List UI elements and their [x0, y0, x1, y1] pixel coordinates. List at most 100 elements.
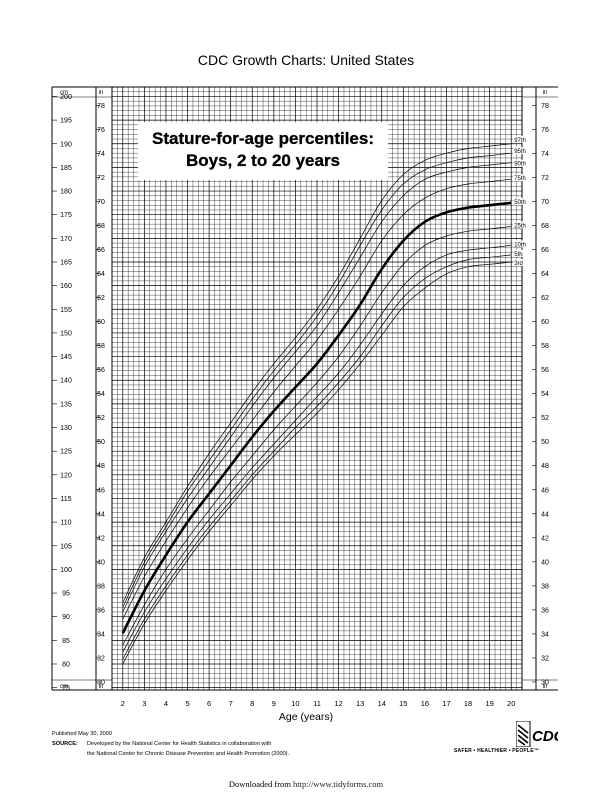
series-label-bg [513, 249, 532, 257]
series-label-3rd: 3rd [514, 261, 523, 267]
x-tick-label: 17 [442, 699, 450, 708]
cm-tick-label: 155 [60, 307, 72, 314]
download-prefix: Downloaded from [228, 779, 291, 789]
in-tick-label-left: 36 [97, 607, 105, 614]
in-tick-label-right: 50 [541, 439, 549, 446]
x-tick-label: 2 [121, 699, 125, 708]
in-tick-label-right: 64 [541, 271, 549, 278]
in-tick-label-left: 68 [97, 223, 105, 230]
in-tick-label-left: 30 [97, 679, 105, 686]
in-tick-label-right: 58 [541, 343, 549, 350]
in-tick-label-left: 52 [97, 415, 105, 422]
series-label-bg [513, 135, 532, 143]
x-tick-label: 12 [334, 699, 342, 708]
x-tick-label: 5 [185, 699, 189, 708]
in-tick-label-left: 64 [97, 271, 105, 278]
in-tick-label-left: 34 [97, 631, 105, 638]
series-label-bg [513, 159, 532, 167]
download-note: Downloaded from http://www.tidyforms.com [0, 779, 612, 789]
in-tick-label-left: 78 [97, 103, 105, 110]
source-line-1: Developed by the National Center for Hea… [87, 741, 272, 747]
cm-tick-label: 150 [60, 330, 72, 337]
series-line-97th [122, 143, 512, 603]
in-tick-label-right: 68 [541, 223, 549, 230]
cm-tick-label: 160 [60, 283, 72, 290]
svg-text:CDC: CDC [532, 728, 558, 745]
series-label-50th: 50th [514, 200, 526, 206]
in-tick-label-right: 38 [541, 583, 549, 590]
in-tick-label-right: 34 [541, 631, 549, 638]
x-tick-label: 3 [142, 699, 146, 708]
cm-tick-label: 110 [60, 520, 71, 527]
cm-tick-label: 190 [60, 141, 72, 148]
in-tick-label-left: 60 [97, 319, 105, 326]
chart-frame [51, 86, 558, 691]
cm-tick-label: 180 [60, 189, 72, 196]
cm-tick-label: 175 [60, 212, 72, 219]
x-tick-label: 4 [164, 699, 168, 708]
series-label-5th: 5th [514, 252, 522, 258]
chart-grid [111, 86, 523, 690]
in-tick-label-right: 40 [541, 559, 549, 566]
in-tick-label-right: 76 [541, 127, 549, 134]
series-label-25th: 25th [514, 224, 526, 230]
series-label-bg [513, 240, 532, 248]
cm-tick-label: 75 [62, 685, 70, 692]
in-tick-label-left: 70 [97, 199, 105, 206]
x-tick-label: 19 [485, 699, 493, 708]
cm-tick-label: 125 [60, 449, 72, 456]
inner-in-unit-top: in [99, 90, 104, 96]
cm-tick-label: 195 [60, 118, 72, 125]
cm-tick-label: 105 [60, 543, 72, 550]
source-label: SOURCE: [52, 741, 78, 747]
safer-healthier-people-tagline: SAFER • HEALTHIER • PEOPLE™ [454, 748, 539, 754]
in-tick-label-right: 62 [541, 295, 549, 302]
x-tick-label: 18 [464, 699, 472, 708]
in-tick-label-right: 36 [541, 607, 549, 614]
cm-tick-label: 100 [60, 567, 72, 574]
in-tick-label-left: 50 [97, 439, 105, 446]
in-tick-label-left: 42 [97, 535, 105, 542]
right-in-unit-bottom: in [543, 684, 548, 690]
series-label-bg [513, 147, 532, 155]
published-date: Published May 30, 2000 [52, 731, 113, 737]
plot-border [111, 86, 523, 691]
in-tick-label-right: 74 [541, 151, 549, 158]
cm-unit-bottom: cm [60, 684, 68, 690]
x-tick-label: 8 [250, 699, 254, 708]
series-line-25th [122, 226, 512, 646]
cdc-logo-icon: CDC [516, 721, 558, 747]
in-tick-label-right: 48 [541, 463, 549, 470]
cm-tick-label: 130 [60, 425, 72, 432]
in-tick-label-left: 46 [97, 487, 105, 494]
x-tick-label: 14 [378, 699, 386, 708]
in-tick-label-left: 40 [97, 559, 105, 566]
series-line-3rd [122, 261, 512, 665]
in-tick-label-left: 32 [97, 655, 105, 662]
in-tick-label-right: 56 [541, 367, 549, 374]
x-tick-label: 7 [229, 699, 233, 708]
x-tick-label: 13 [356, 699, 364, 708]
series-label-10th: 10th [514, 242, 526, 248]
x-tick-label: 9 [272, 699, 276, 708]
x-tick-label: 10 [291, 699, 299, 708]
chart-axes: cmcminininin7580859095100105110115120125… [52, 90, 549, 708]
series-line-90th [122, 162, 512, 613]
series-label-75th: 75th [514, 176, 526, 182]
series-line-5th [122, 254, 512, 660]
series-label-bg [513, 258, 532, 266]
in-tick-label-left: 44 [97, 511, 105, 518]
chart-title-line2: Boys, 2 to 20 years [185, 151, 341, 170]
x-axis-label: Age (years) [278, 711, 334, 723]
chart-title-box [138, 122, 388, 180]
in-tick-label-right: 52 [541, 415, 549, 422]
cm-tick-label: 85 [62, 638, 70, 645]
download-link[interactable]: http://www.tidyforms.com [293, 779, 384, 789]
in-tick-label-right: 66 [541, 247, 549, 254]
x-tick-label: 16 [421, 699, 429, 708]
series-label-97th: 97th [514, 138, 526, 144]
in-tick-label-left: 76 [97, 127, 105, 134]
series-label-bg [513, 197, 532, 205]
in-tick-label-right: 42 [541, 535, 549, 542]
